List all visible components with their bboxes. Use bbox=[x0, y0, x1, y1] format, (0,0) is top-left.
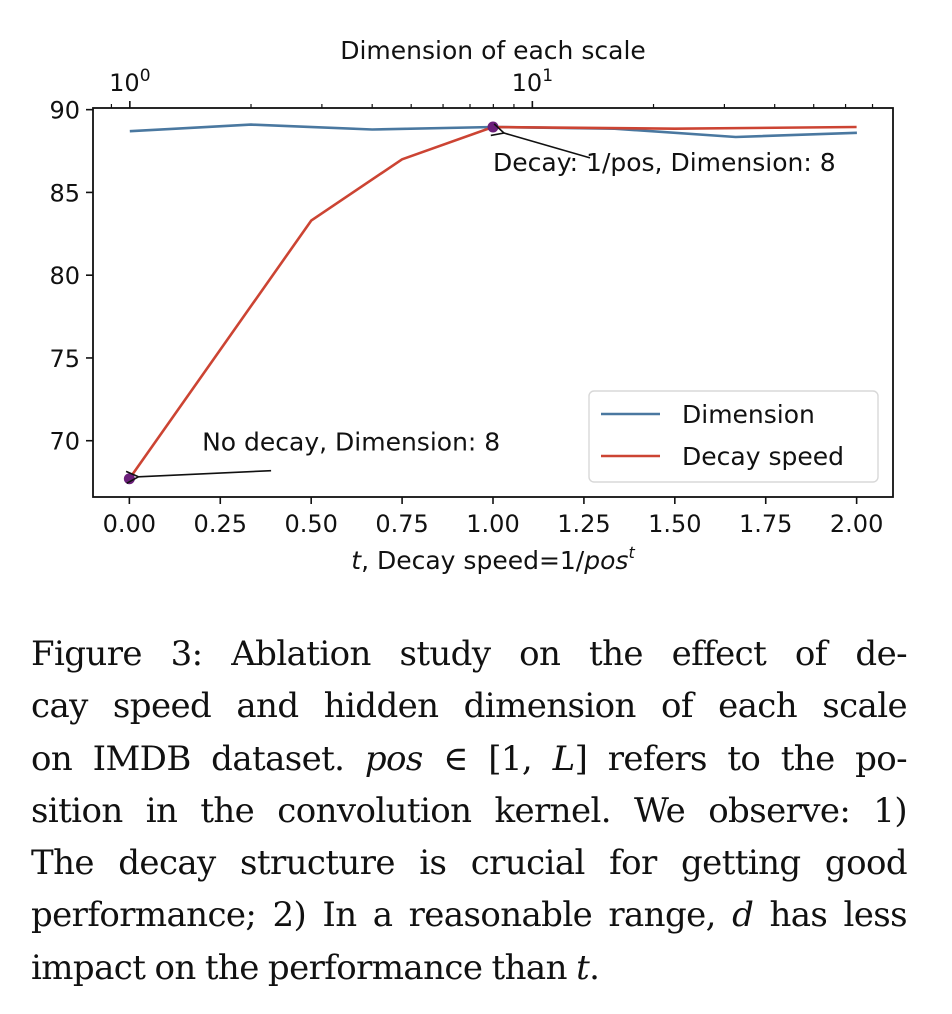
x-tick-label: 1.00 bbox=[466, 510, 519, 538]
caption-line: sition in the convolution kernel. We obs… bbox=[31, 790, 908, 831]
caption-math-variable: t bbox=[576, 947, 590, 988]
top-tick-label: 100 bbox=[109, 66, 150, 97]
highlight-marker bbox=[487, 121, 499, 133]
x-tick-label: 0.50 bbox=[284, 510, 337, 538]
caption-line: performance; 2) In a reasonable range, d… bbox=[31, 895, 908, 936]
x-axis-title-sup: t bbox=[628, 543, 635, 562]
caption-line: impact on the performance than t. bbox=[31, 947, 600, 988]
annotation-text: Decay: 1/pos, Dimension: 8 bbox=[493, 148, 836, 177]
caption-math-variable: pos bbox=[364, 738, 423, 779]
caption-math-variable: d bbox=[732, 895, 754, 936]
x-tick-label: 1.25 bbox=[557, 510, 610, 538]
legend: Dimension Decay speed bbox=[588, 390, 879, 483]
x-axis-title-t: t bbox=[351, 546, 362, 575]
annotation-arrow bbox=[504, 133, 591, 159]
x-tick-label: 1.50 bbox=[648, 510, 701, 538]
caption-line: Figure 3: Ablation study on the effect o… bbox=[31, 634, 908, 674]
y-tick-label: 80 bbox=[49, 262, 80, 290]
y-tick-label: 75 bbox=[49, 345, 80, 373]
tick-layer: 0.00 0.25 0.50 0.75 1.00 1.25 1.50 1.75 2.00 70 75… bbox=[49, 66, 883, 538]
caption-math-variable: L bbox=[552, 738, 576, 779]
x-tick-label: 1.75 bbox=[739, 510, 792, 538]
legend-label-decay-speed: Decay speed bbox=[682, 442, 844, 471]
annotation-text: No decay, Dimension: 8 bbox=[202, 428, 500, 457]
x-tick-label: 2.00 bbox=[830, 510, 883, 538]
highlight-marker bbox=[123, 473, 135, 485]
x-tick-label: 0.25 bbox=[194, 510, 247, 538]
annotation-arrow bbox=[138, 469, 272, 477]
chart: No decay, Dimension: 8 Decay: 1/pos, Dime… bbox=[49, 36, 894, 575]
top-tick-label-base: 10 bbox=[109, 69, 140, 97]
top-tick-label-base: 10 bbox=[512, 69, 543, 97]
top-tick-label: 101 bbox=[512, 66, 553, 97]
x-tick-label: 0.00 bbox=[103, 510, 156, 538]
annotation-layer: No decay, Dimension: 8 Decay: 1/pos, Dime… bbox=[138, 133, 836, 477]
figure-caption: Figure 3: Ablation study on the effect o… bbox=[31, 628, 908, 994]
x-axis-title-pos: pos bbox=[583, 546, 628, 575]
series-line-decay-speed bbox=[128, 125, 857, 480]
x-tick-label: 0.75 bbox=[375, 510, 428, 538]
legend-box bbox=[588, 390, 879, 483]
top-tick-label-exponent: 1 bbox=[542, 66, 553, 86]
y-tick-label: 85 bbox=[49, 179, 80, 207]
x-axis-title: t, Decay speed=1/post bbox=[351, 543, 635, 575]
y-tick-label: 70 bbox=[49, 428, 80, 456]
caption-line: on IMDB dataset. pos ∈ [1, L] refers to … bbox=[31, 738, 908, 779]
caption-line: The decay structure is crucial for getti… bbox=[31, 843, 908, 884]
x-axis-title-mid: , Decay speed=1/ bbox=[361, 546, 585, 575]
top-tick-label-exponent: 0 bbox=[140, 66, 151, 86]
top-axis-title: Dimension of each scale bbox=[340, 36, 646, 65]
caption-line: cay speed and hidden dimension of each s… bbox=[31, 686, 908, 727]
legend-label-dimension: Dimension bbox=[682, 400, 815, 429]
y-tick-label: 90 bbox=[49, 97, 80, 125]
